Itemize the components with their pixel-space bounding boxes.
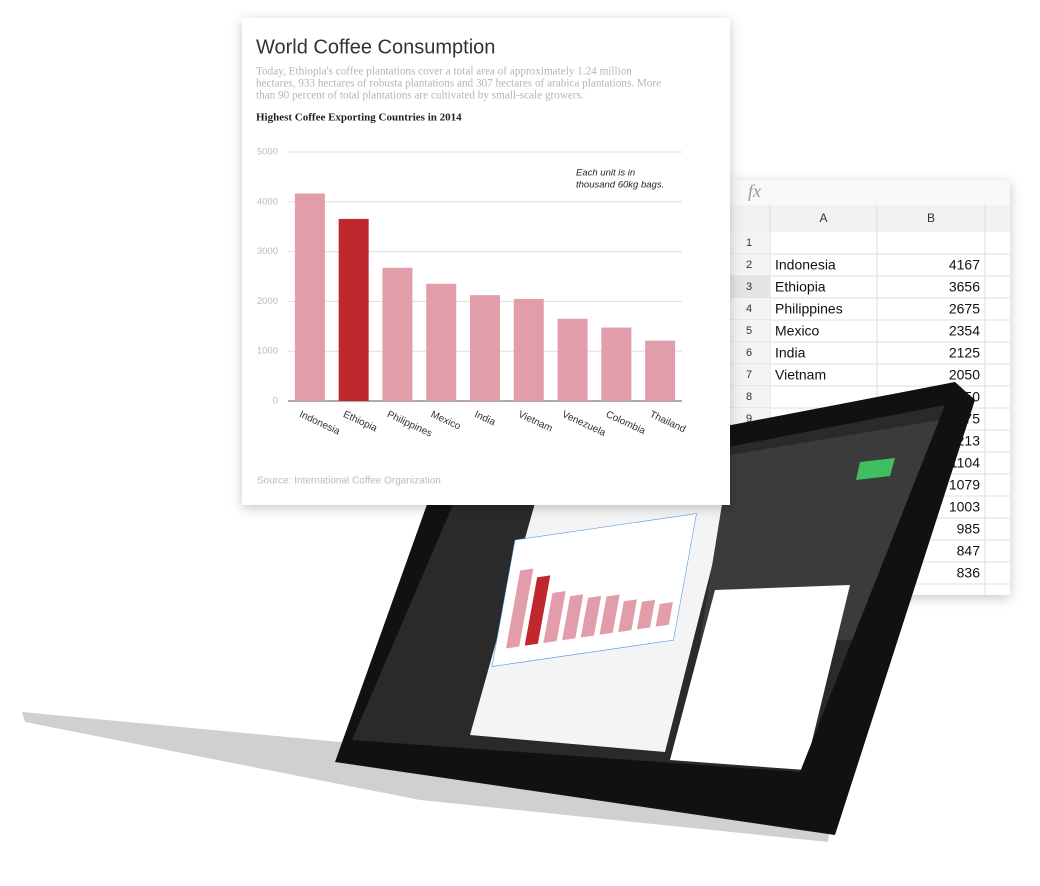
column-label: A	[819, 211, 827, 225]
annotation: Each unit is in	[576, 168, 635, 179]
annotation: thousand 60kg bags.	[576, 180, 664, 191]
cell-value: 3656	[949, 279, 980, 295]
row-header	[728, 364, 770, 386]
chart-title: World Coffee Consumption	[256, 36, 495, 58]
row-header	[728, 276, 770, 298]
mini-plot	[491, 513, 697, 667]
cell-name: Vietnam	[775, 367, 826, 383]
row-number: 1	[746, 237, 752, 249]
cell-value: 1003	[949, 499, 980, 515]
cell-name: Indonesia	[775, 257, 836, 273]
y-tick-label: 1000	[257, 346, 278, 357]
mini-bar	[618, 599, 638, 633]
cell-value: 4167	[949, 257, 980, 273]
row-number: 2	[746, 259, 752, 271]
chart-subtitle: Highest Coffee Exporting Countries in 20…	[256, 112, 462, 124]
description: than 90 percent of total plantations are…	[256, 90, 584, 102]
row-number: 3	[746, 281, 752, 293]
bar	[645, 340, 676, 401]
y-tick-label: 0	[273, 396, 278, 407]
cell-value: 1079	[949, 477, 980, 493]
cell-name: Mexico	[775, 323, 820, 339]
row-header	[728, 342, 770, 364]
bar	[513, 298, 544, 401]
row-number: 4	[746, 303, 752, 315]
row-number: 9	[746, 413, 752, 425]
mini-bar	[543, 591, 566, 643]
mini-bar	[506, 568, 534, 649]
cell-value: 2354	[949, 323, 980, 339]
mini-bar	[599, 594, 620, 635]
cell-value: 2675	[949, 301, 980, 317]
fx-icon: fx	[748, 181, 761, 201]
cell-name: India	[775, 345, 806, 361]
row-header	[728, 298, 770, 320]
save-button	[856, 458, 895, 480]
cell-name: Ethiopia	[775, 279, 826, 295]
mini-bar	[524, 575, 551, 646]
bar	[470, 295, 500, 401]
row-number: 8	[746, 391, 752, 403]
cell-value: 2125	[949, 345, 980, 361]
row-header	[728, 386, 770, 408]
row-header	[728, 232, 770, 254]
cell-value: 1104	[950, 455, 980, 471]
mini-bar	[636, 599, 656, 630]
column-label: B	[927, 211, 935, 225]
y-tick-label: 4000	[257, 196, 278, 207]
row-number: 7	[746, 369, 752, 381]
mini-frame	[491, 513, 697, 667]
cell-name: Philippines	[775, 301, 843, 317]
laptop-base	[22, 712, 830, 842]
cell-value: 836	[957, 565, 981, 581]
cell-value: 985	[957, 521, 981, 537]
row-number: 6	[746, 347, 752, 359]
bar	[601, 327, 632, 401]
cell-value: 847	[957, 543, 981, 559]
formula-bar	[728, 180, 1010, 205]
row-number: 5	[746, 325, 752, 337]
mini-sheet	[670, 585, 850, 770]
description: hectares, 933 hectares of robusta planta…	[256, 78, 661, 90]
y-tick-label: 2000	[257, 296, 278, 307]
bar	[294, 193, 325, 401]
bar	[557, 318, 588, 401]
source: Source: International Coffee Organizatio…	[257, 476, 441, 487]
bar	[382, 267, 413, 401]
row-header	[728, 320, 770, 342]
mini-chart	[491, 513, 697, 667]
y-tick-label: 3000	[257, 246, 278, 257]
mini-bar	[580, 595, 602, 638]
mini-bar	[562, 594, 584, 641]
column-header	[728, 205, 1010, 232]
bar	[426, 283, 457, 401]
description: Today, Ethiopia's coffee plantations cov…	[256, 66, 632, 78]
row-header	[728, 254, 770, 276]
mini-bar	[655, 602, 673, 627]
y-tick-label: 5000	[257, 147, 278, 158]
bar	[338, 218, 369, 401]
cell-value: 2050	[949, 367, 980, 383]
chart-card: World Coffee Consumption Highest Coffee …	[242, 18, 730, 505]
